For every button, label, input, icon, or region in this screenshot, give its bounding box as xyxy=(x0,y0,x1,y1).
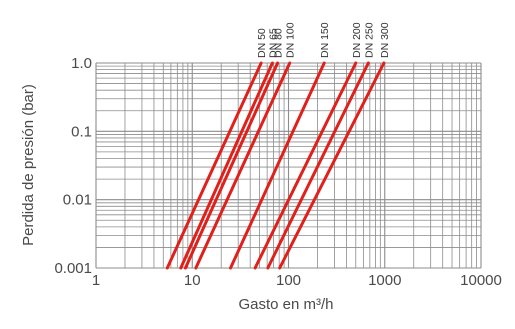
y-tick-label: 0.001 xyxy=(54,260,92,277)
series-line-dn-50 xyxy=(165,61,263,270)
series-label: DN 65 xyxy=(267,28,279,58)
x-tick-label: 1000 xyxy=(368,272,401,289)
series-label: DN 300 xyxy=(379,22,391,58)
series-line-dn-200 xyxy=(253,61,358,270)
x-tick-label: 10 xyxy=(184,272,201,289)
series-line-dn-100 xyxy=(194,61,292,270)
x-tick-label: 1 xyxy=(92,272,100,289)
y-tick-label: 0.01 xyxy=(63,192,92,209)
series-label: DN 50 xyxy=(256,28,268,58)
series-label: DN 200 xyxy=(351,22,363,58)
x-axis-title: Gasto en m³/h xyxy=(238,296,333,313)
x-tick-label: 100 xyxy=(276,272,301,289)
y-tick-label: 1.0 xyxy=(71,55,92,72)
series-label: DN 80 xyxy=(273,28,285,58)
series-line-dn-65 xyxy=(179,61,274,270)
y-tick-label: 0.1 xyxy=(71,123,92,140)
series-label: DN 150 xyxy=(319,22,331,58)
x-tick-label: 10000 xyxy=(460,272,502,289)
tick-labels: 1 10 100 1000 10000 1.0 0.1 0.01 0.001 xyxy=(54,55,501,289)
series-line-dn-300 xyxy=(278,61,386,270)
series-line-dn-150 xyxy=(229,61,326,270)
series-label: DN 250 xyxy=(363,22,375,58)
y-axis-title: Perdida de presión (bar) xyxy=(20,84,37,246)
series-line-dn-250 xyxy=(266,61,370,270)
series-lines xyxy=(165,61,386,270)
series-line-dn-80 xyxy=(183,61,280,270)
series-label: DN 100 xyxy=(285,22,297,58)
grid xyxy=(95,62,482,269)
